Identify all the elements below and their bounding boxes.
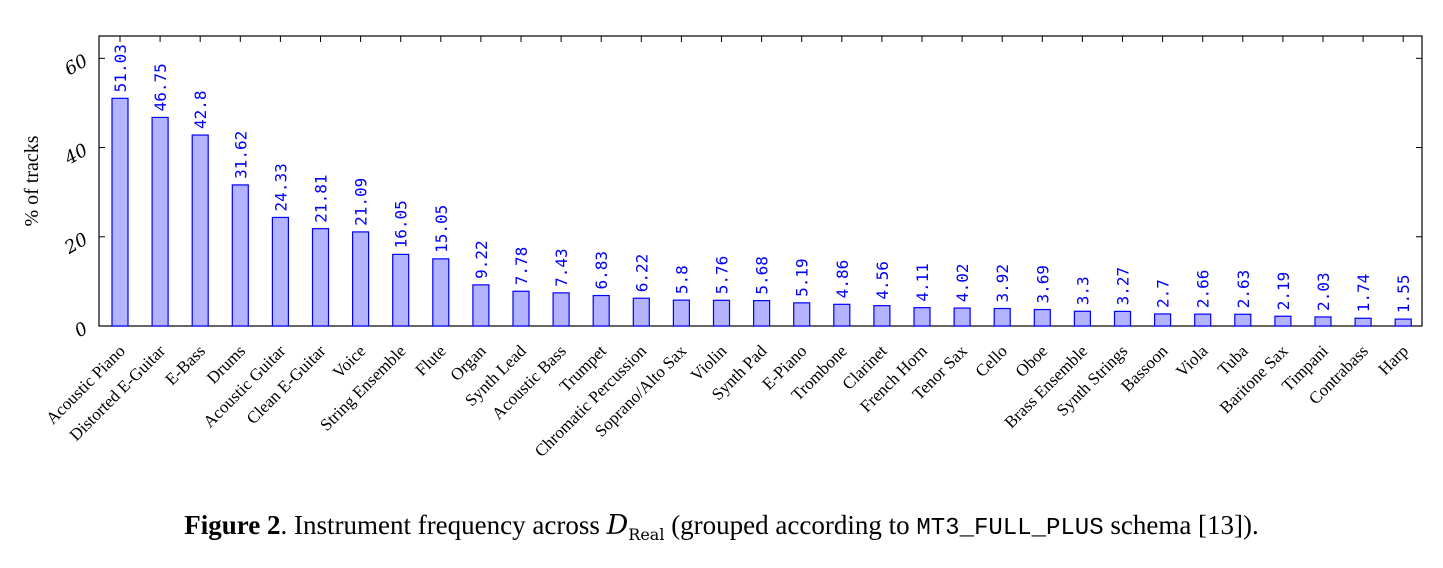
bar-value-label: 7.43: [552, 248, 571, 287]
bar-value-label: 4.56: [873, 261, 892, 300]
bar-value-label: 6.22: [632, 254, 651, 293]
bar: [632, 297, 650, 327]
bar-value-label: 6.83: [592, 251, 611, 290]
bar-value-label: 16.05: [392, 200, 411, 248]
y-axis-label: % of tracks: [21, 135, 43, 226]
bar: [793, 302, 811, 327]
bar-value-label: 2.63: [1234, 270, 1253, 309]
bar-value-label: 2.03: [1314, 272, 1333, 311]
bar: [472, 284, 490, 327]
bar-value-label: 31.62: [231, 131, 250, 179]
bar: [833, 303, 851, 327]
bar: [993, 307, 1011, 327]
x-tick-label: Harp: [1375, 341, 1412, 378]
bar-value-label: 21.81: [312, 175, 331, 223]
dataset-symbol-letter: D: [606, 510, 629, 541]
bar-value-label: 42.8: [191, 91, 210, 130]
bar-value-label: 5.8: [672, 265, 691, 294]
bar: [1153, 313, 1172, 327]
bar-value-label: 5.19: [793, 258, 812, 297]
bar-value-label: 1.74: [1354, 274, 1373, 313]
bar-value-label: 2.7: [1154, 279, 1173, 308]
bar: [1033, 308, 1051, 327]
figure-caption: Figure 2. Instrument frequency across DR…: [0, 510, 1443, 544]
bar: [392, 253, 410, 327]
bar: [1194, 313, 1212, 327]
bar: [1113, 310, 1132, 327]
bar: [752, 300, 771, 327]
bar: [1274, 315, 1292, 327]
x-tick-label: Cello: [972, 341, 1011, 380]
bar: [1073, 310, 1092, 327]
bar: [1354, 317, 1372, 327]
bar: [1314, 316, 1332, 327]
bar: [953, 307, 971, 327]
bar-value-label: 2.66: [1194, 270, 1213, 309]
caption-text-2: (grouped according to: [664, 510, 917, 540]
bar-value-label: 7.78: [512, 247, 531, 286]
bar-value-label: 24.33: [271, 163, 290, 211]
bar-value-label: 3.3: [1073, 276, 1092, 305]
y-tick-label: 20: [60, 229, 91, 259]
y-tick-label: 60: [61, 50, 91, 80]
caption-text-1: . Instrument frequency across: [280, 510, 607, 540]
bar: [191, 134, 209, 327]
schema-name: MT3_FULL_PLUS: [916, 515, 1104, 542]
bar-value-label: 9.22: [472, 240, 491, 279]
bar: [151, 116, 169, 327]
y-tick-label: 0: [71, 318, 91, 342]
bar-value-label: 4.02: [953, 264, 972, 303]
caption-text-3: schema [13]).: [1103, 510, 1259, 540]
bar-value-label: 3.92: [993, 264, 1012, 303]
bar: [592, 294, 610, 327]
bar-chart: 0 20 40 60 51.03 46.75 42.8 31.62 24.33 21.81 21.…: [21, 35, 1423, 461]
y-axis: 0 20 40 60: [60, 50, 1422, 342]
bar-value-label: 2.19: [1274, 272, 1293, 311]
figure-label: Figure 2: [184, 510, 281, 540]
bar-value-label: 21.09: [352, 178, 371, 226]
bar: [432, 258, 450, 327]
bar-value-label: 3.27: [1114, 267, 1133, 306]
x-tick-label: Viola: [1172, 341, 1212, 381]
bar: [712, 299, 731, 327]
bar: [352, 231, 370, 327]
bar-value-label: 46.75: [151, 63, 170, 111]
bar: [271, 216, 289, 327]
y-tick-label: 40: [60, 140, 91, 170]
bar-value-label: 5.76: [713, 256, 732, 295]
bar-value-label: 15.05: [432, 205, 451, 253]
bar: [311, 228, 330, 327]
value-labels: 51.03 46.75 42.8 31.62 24.33 21.81 21.09 16.05 1…: [111, 44, 1413, 313]
bar: [913, 307, 931, 327]
bar: [873, 305, 891, 327]
bar-value-label: 4.86: [833, 260, 852, 299]
x-tick-label: E-Bass: [162, 341, 209, 388]
bar: [1234, 313, 1252, 327]
bar: [552, 292, 570, 327]
bar: [231, 184, 249, 327]
bar-value-label: 5.68: [753, 256, 772, 295]
dataset-subscript: Real: [628, 525, 665, 544]
bars: [111, 36, 1412, 327]
bar-value-label: 3.69: [1033, 265, 1052, 304]
bar: [111, 97, 129, 327]
x-tick-label: Flute: [411, 341, 449, 379]
bar-value-label: 4.11: [913, 263, 932, 302]
bar: [672, 299, 691, 327]
bar: [1394, 318, 1412, 327]
dataset-symbol: DReal: [606, 510, 665, 544]
bar: [512, 290, 530, 327]
bar-value-label: 1.55: [1394, 275, 1413, 314]
bar-value-label: 51.03: [111, 44, 130, 92]
